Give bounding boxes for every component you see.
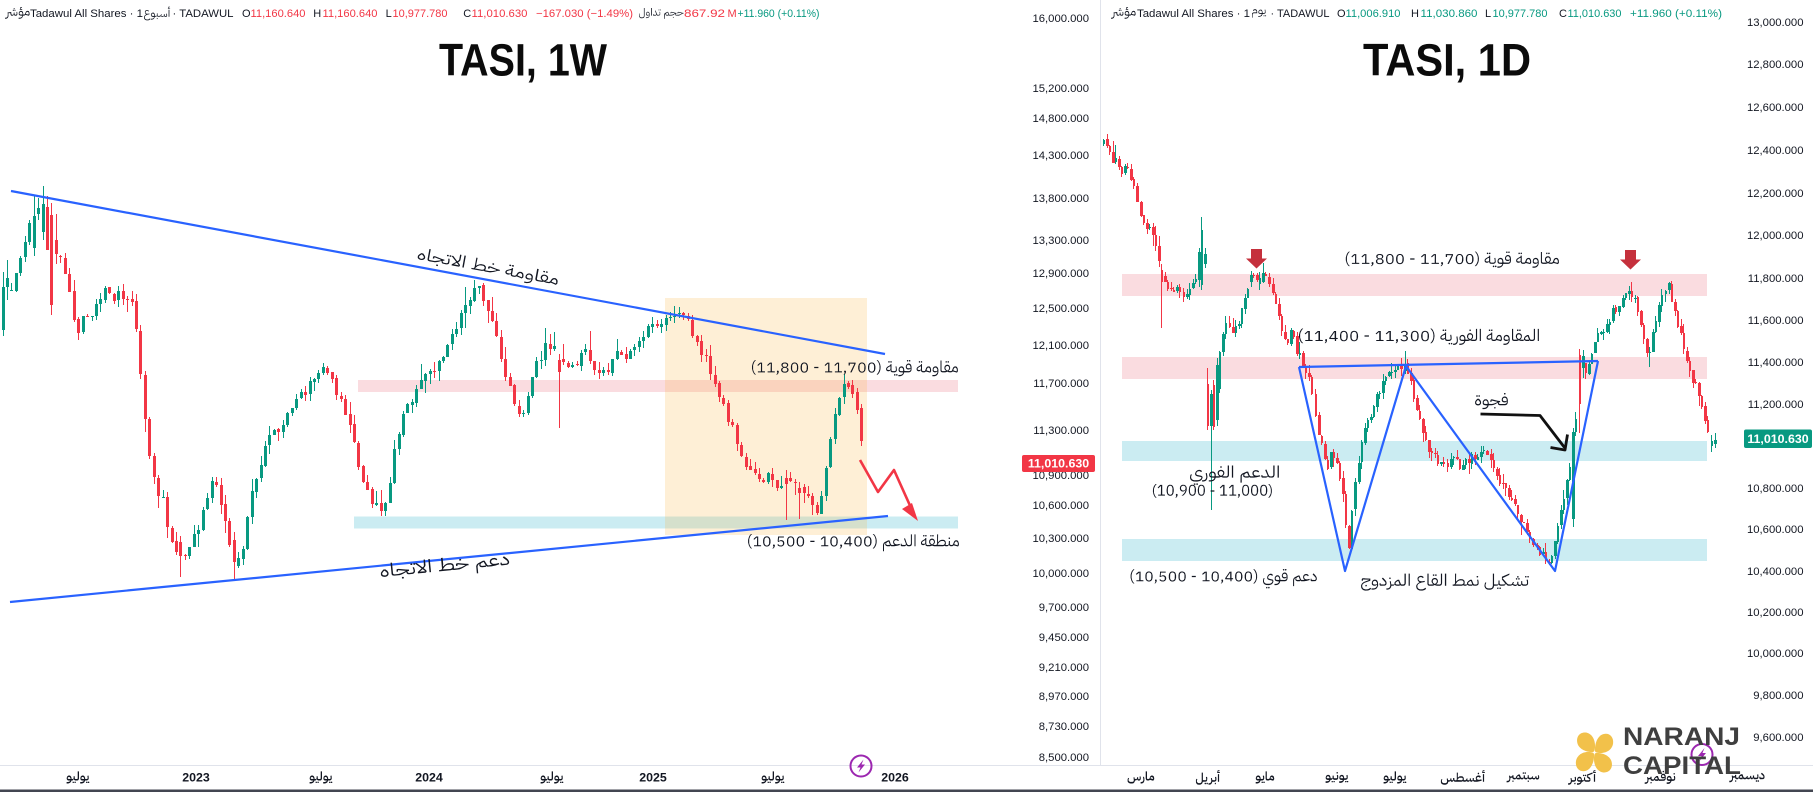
svg-text:H: H (313, 8, 321, 20)
svg-text:O: O (1337, 8, 1346, 20)
svg-text:14,800.000: 14,800.000 (1032, 113, 1089, 125)
svg-text:9,450.000: 9,450.000 (1039, 632, 1089, 644)
svg-text:9,210.000: 9,210.000 (1039, 662, 1089, 674)
svg-text:2024: 2024 (415, 771, 443, 785)
svg-text:O: O (242, 8, 251, 20)
svg-text:TASI, 1W: TASI, 1W (439, 35, 607, 86)
svg-text:−167.030 (−1.49%): −167.030 (−1.49%) (536, 8, 633, 20)
svg-text:12,200.000: 12,200.000 (1747, 188, 1804, 200)
svg-text:9,700.000: 9,700.000 (1039, 602, 1089, 614)
svg-text:16,000.000: 16,000.000 (1032, 13, 1089, 25)
svg-text:11,300.000: 11,300.000 (1033, 425, 1089, 437)
svg-text:C: C (463, 8, 471, 20)
svg-text:2023: 2023 (182, 771, 210, 785)
svg-text:NARANJ: NARANJ (1623, 723, 1740, 751)
svg-text:11,010.630: 11,010.630 (472, 8, 528, 20)
svg-text:11,030.860: 11,030.860 (1421, 8, 1478, 20)
svg-text:9,600.000: 9,600.000 (1753, 732, 1803, 744)
svg-text:11,160.640: 11,160.640 (323, 8, 378, 20)
svg-text:11,400.000: 11,400.000 (1748, 357, 1804, 369)
svg-text:8,500.000: 8,500.000 (1039, 752, 1089, 764)
svg-text:15,200.000: 15,200.000 (1032, 83, 1089, 95)
svg-text:10,600.000: 10,600.000 (1747, 524, 1804, 536)
svg-text:CAPITAL: CAPITAL (1623, 752, 1741, 780)
svg-text:11,200.000: 11,200.000 (1748, 399, 1804, 411)
svg-text:14,300.000: 14,300.000 (1032, 150, 1089, 162)
svg-text:11,010.630: 11,010.630 (1747, 432, 1808, 446)
svg-text:C: C (1559, 8, 1567, 20)
svg-text:Tadawul All Shares · 1: Tadawul All Shares · 1 (30, 8, 143, 20)
svg-text:10,000.000: 10,000.000 (1032, 568, 1089, 580)
svg-text:H: H (1411, 8, 1419, 20)
svg-text:Tadawul All Shares · 1: Tadawul All Shares · 1 (1137, 8, 1250, 20)
svg-text:11,006.910: 11,006.910 (1346, 8, 1401, 20)
svg-text:+11.960 (+0.11%): +11.960 (+0.11%) (738, 8, 820, 20)
svg-text:11,010.630: 11,010.630 (1028, 457, 1089, 471)
svg-text:10,400.000: 10,400.000 (1747, 566, 1804, 578)
svg-text:TASI, 1D: TASI, 1D (1363, 35, 1531, 86)
svg-text:M: M (728, 8, 737, 20)
svg-text:11,010.630: 11,010.630 (1568, 8, 1622, 20)
svg-text:13,300.000: 13,300.000 (1032, 235, 1089, 247)
svg-text:12,000.000: 12,000.000 (1747, 230, 1804, 242)
svg-text:L: L (1485, 8, 1491, 20)
svg-text:2026: 2026 (881, 771, 909, 785)
svg-text:10,200.000: 10,200.000 (1747, 607, 1804, 619)
svg-text:11,800.000: 11,800.000 (1748, 273, 1804, 285)
svg-text:10,900.000: 10,900.000 (1032, 470, 1089, 482)
svg-text:11,160.640: 11,160.640 (251, 8, 306, 20)
svg-text:13,800.000: 13,800.000 (1032, 193, 1089, 205)
svg-text:10,000.000: 10,000.000 (1747, 648, 1804, 660)
svg-text:10,977.780: 10,977.780 (1493, 8, 1548, 20)
svg-text:12,800.000: 12,800.000 (1747, 59, 1804, 71)
svg-text:12,500.000: 12,500.000 (1032, 303, 1089, 315)
svg-text:10,600.000: 10,600.000 (1032, 500, 1089, 512)
svg-text:9,800.000: 9,800.000 (1753, 690, 1803, 702)
svg-text:8,730.000: 8,730.000 (1039, 721, 1089, 733)
svg-text:8,970.000: 8,970.000 (1039, 691, 1089, 703)
svg-text:+11.960 (+0.11%): +11.960 (+0.11%) (1630, 8, 1722, 20)
svg-text:12,400.000: 12,400.000 (1747, 145, 1804, 157)
svg-text:10,300.000: 10,300.000 (1032, 533, 1089, 545)
svg-text:· TADAWUL: · TADAWUL (1271, 8, 1330, 20)
svg-text:· TADAWUL: · TADAWUL (173, 8, 234, 20)
svg-text:2025: 2025 (639, 771, 667, 785)
svg-text:11,700.000: 11,700.000 (1033, 378, 1089, 390)
svg-text:12,100.000: 12,100.000 (1032, 340, 1089, 352)
svg-text:12,900.000: 12,900.000 (1032, 268, 1089, 280)
svg-text:867.92: 867.92 (684, 8, 725, 20)
svg-text:L: L (386, 8, 392, 20)
svg-text:12,600.000: 12,600.000 (1747, 102, 1804, 114)
svg-text:10,977.780: 10,977.780 (393, 8, 448, 20)
svg-text:13,000.000: 13,000.000 (1747, 17, 1804, 29)
svg-text:11,600.000: 11,600.000 (1748, 315, 1804, 327)
svg-text:10,800.000: 10,800.000 (1747, 483, 1804, 495)
